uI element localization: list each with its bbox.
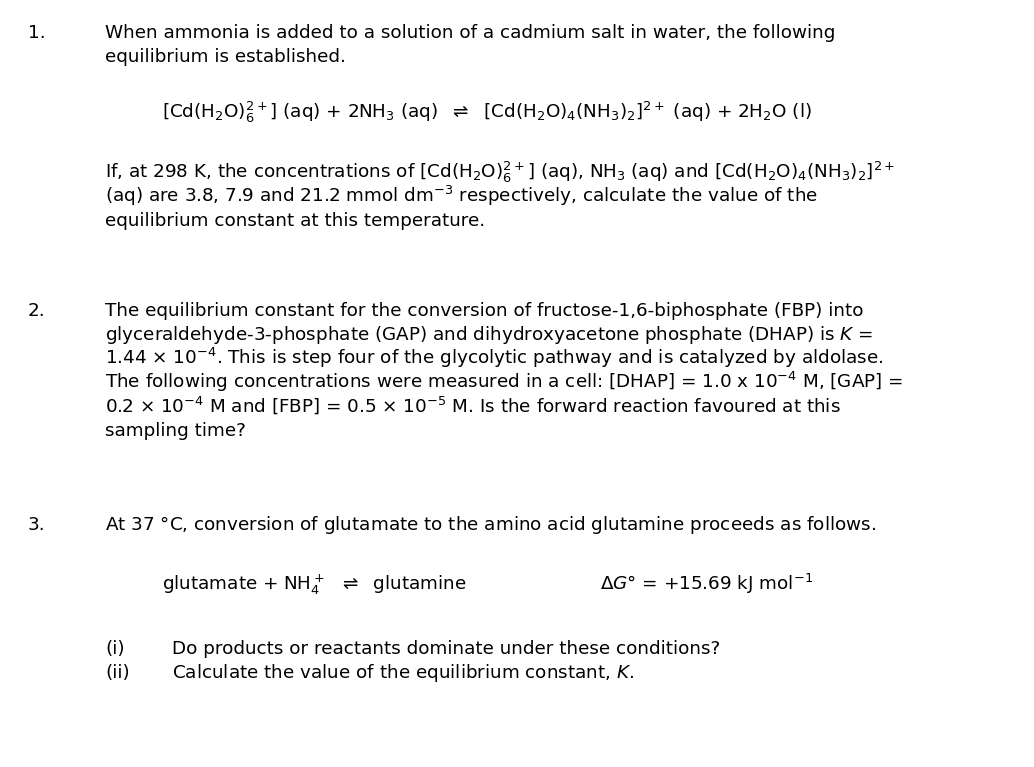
Text: 2.: 2. [28, 302, 45, 320]
Text: sampling time?: sampling time? [105, 422, 246, 440]
Text: glyceraldehyde-3-phosphate (GAP) and dihydroxyacetone phosphate (DHAP) is $\math: glyceraldehyde-3-phosphate (GAP) and dih… [105, 324, 873, 346]
Text: $\mathregular{[Cd(H_2O)_6^{2+}]}$ (aq) + 2NH$_\mathregular{3}$ (aq)  $\rightleft: $\mathregular{[Cd(H_2O)_6^{2+}]}$ (aq) +… [162, 100, 812, 125]
Text: The equilibrium constant for the conversion of fructose-1,6-biphosphate (FBP) in: The equilibrium constant for the convers… [105, 302, 863, 320]
Text: (i): (i) [105, 640, 125, 658]
Text: At 37 $\degree$C, conversion of glutamate to the amino acid glutamine proceeds a: At 37 $\degree$C, conversion of glutamat… [105, 514, 876, 536]
Text: equilibrium constant at this temperature.: equilibrium constant at this temperature… [105, 212, 485, 230]
Text: (aq) are 3.8, 7.9 and 21.2 mmol dm$^{-3}$ respectively, calculate the value of t: (aq) are 3.8, 7.9 and 21.2 mmol dm$^{-3}… [105, 184, 818, 208]
Text: Calculate the value of the equilibrium constant, $\mathit{K}$.: Calculate the value of the equilibrium c… [172, 662, 635, 684]
Text: 0.2 $\times$ 10$^{-4}$ M and [FBP] = 0.5 $\times$ 10$^{-5}$ M. Is the forward re: 0.2 $\times$ 10$^{-4}$ M and [FBP] = 0.5… [105, 395, 841, 416]
Text: 3.: 3. [28, 516, 45, 534]
Text: $\Delta G\degree$ = +15.69 kJ mol$^{-1}$: $\Delta G\degree$ = +15.69 kJ mol$^{-1}$ [600, 572, 813, 596]
Text: glutamate + NH$_\mathregular{4}^+$  $\rightleftharpoons$  glutamine: glutamate + NH$_\mathregular{4}^+$ $\rig… [162, 573, 466, 597]
Text: 1.44 $\times$ 10$^{-4}$. This is step four of the glycolytic pathway and is cata: 1.44 $\times$ 10$^{-4}$. This is step fo… [105, 346, 883, 370]
Text: If, at 298 K, the concentrations of $\mathregular{[Cd(H_2O)_6^{2+}]}$ (aq), NH$_: If, at 298 K, the concentrations of $\ma… [105, 160, 895, 185]
Text: 1.: 1. [28, 24, 45, 42]
Text: The following concentrations were measured in a cell: [DHAP] = 1.0 x 10$^{-4}$ M: The following concentrations were measur… [105, 370, 904, 394]
Text: (ii): (ii) [105, 664, 129, 682]
Text: When ammonia is added to a solution of a cadmium salt in water, the following: When ammonia is added to a solution of a… [105, 24, 835, 42]
Text: equilibrium is established.: equilibrium is established. [105, 48, 346, 66]
Text: Do products or reactants dominate under these conditions?: Do products or reactants dominate under … [172, 640, 721, 658]
